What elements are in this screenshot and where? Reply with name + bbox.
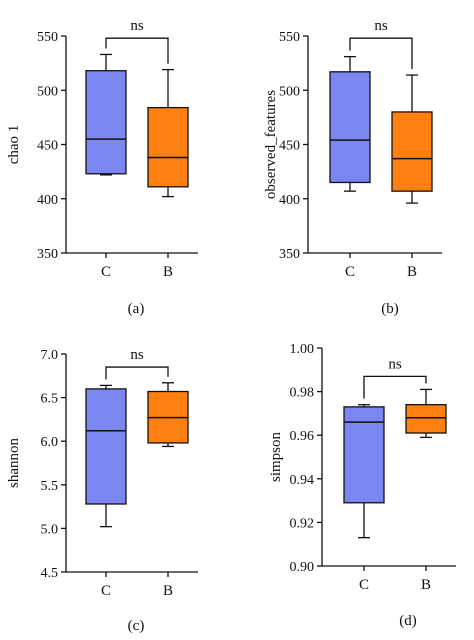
y-tick-label: 550 xyxy=(279,30,300,45)
x-tick-label: C xyxy=(345,264,355,280)
box-iqr xyxy=(405,404,447,434)
y-tick-label: 0.94 xyxy=(290,473,315,488)
y-tick-label: 350 xyxy=(37,247,58,262)
significance-label: ns xyxy=(388,356,402,372)
y-tick-label: 0.98 xyxy=(290,386,315,401)
box-B xyxy=(147,68,189,198)
y-tick-label: 550 xyxy=(37,30,58,45)
box-iqr xyxy=(329,71,371,184)
box-C xyxy=(85,53,127,176)
y-axis-label: shannon xyxy=(6,438,22,488)
y-tick-label: 5.0 xyxy=(41,522,59,537)
y-axis-label: observed_features xyxy=(263,90,279,199)
box-C xyxy=(329,55,371,192)
y-tick-label: 5.5 xyxy=(41,479,59,494)
y-tick-label: 450 xyxy=(279,139,300,154)
significance-label: ns xyxy=(130,347,144,363)
box-B xyxy=(147,382,189,448)
y-axis-label: chao 1 xyxy=(6,125,22,165)
y-tick-label: 400 xyxy=(279,193,300,208)
x-tick-label: C xyxy=(101,583,111,599)
y-tick-label: 400 xyxy=(37,193,58,208)
y-tick-label: 500 xyxy=(37,84,58,99)
box-C xyxy=(85,384,127,528)
box-iqr xyxy=(85,388,127,505)
x-tick-label: B xyxy=(421,577,431,593)
box-iqr xyxy=(391,111,433,192)
x-tick-label: B xyxy=(163,264,173,280)
panel-label: (c) xyxy=(128,618,145,634)
box-iqr xyxy=(85,70,127,175)
x-tick-label: B xyxy=(407,264,417,280)
y-tick-label: 450 xyxy=(37,139,58,154)
panel-label: (b) xyxy=(381,301,399,317)
significance-bracket xyxy=(363,375,427,399)
y-axis-label: simpson xyxy=(268,431,284,482)
chart-panel-1: 350 400 450 500 550 C Bns chao 1 (a) xyxy=(6,18,198,317)
x-tick-label: C xyxy=(101,264,111,280)
y-tick-label: 0.92 xyxy=(290,516,315,531)
y-tick-label: 0.90 xyxy=(290,560,315,575)
chart-panel-2: 350 400 450 500 550 C Bns observed_features (b) xyxy=(263,18,442,317)
x-tick-label: C xyxy=(359,577,369,593)
y-tick-label: 1.00 xyxy=(290,342,315,357)
box-B xyxy=(391,74,433,204)
y-tick-label: 350 xyxy=(279,247,300,262)
panel-label: (d) xyxy=(399,613,417,629)
y-tick-label: 0.96 xyxy=(290,429,315,444)
significance-bracket xyxy=(349,37,413,70)
panel-label: (a) xyxy=(128,301,145,317)
significance-label: ns xyxy=(374,18,388,34)
y-tick-label: 7.0 xyxy=(41,348,59,363)
y-tick-label: 500 xyxy=(279,84,300,99)
y-tick-label: 6.0 xyxy=(41,435,59,450)
y-tick-label: 6.5 xyxy=(41,392,59,407)
x-tick-label: B xyxy=(163,583,173,599)
significance-bracket xyxy=(105,37,169,64)
chart-panel-3: 4.5 5.0 5.5 6.0 6.5 7.0 C Bns shannon (c) xyxy=(6,347,198,634)
chart-panel-4: 0.90 0.92 0.94 0.96 0.98 1.00 C Bns simpson (d) xyxy=(268,342,456,629)
box-C xyxy=(343,404,385,539)
significance-bracket xyxy=(105,366,169,380)
box-B xyxy=(405,388,447,439)
box-iqr xyxy=(343,406,385,504)
significance-label: ns xyxy=(130,18,144,34)
box-iqr xyxy=(147,106,189,188)
y-tick-label: 4.5 xyxy=(41,566,59,581)
